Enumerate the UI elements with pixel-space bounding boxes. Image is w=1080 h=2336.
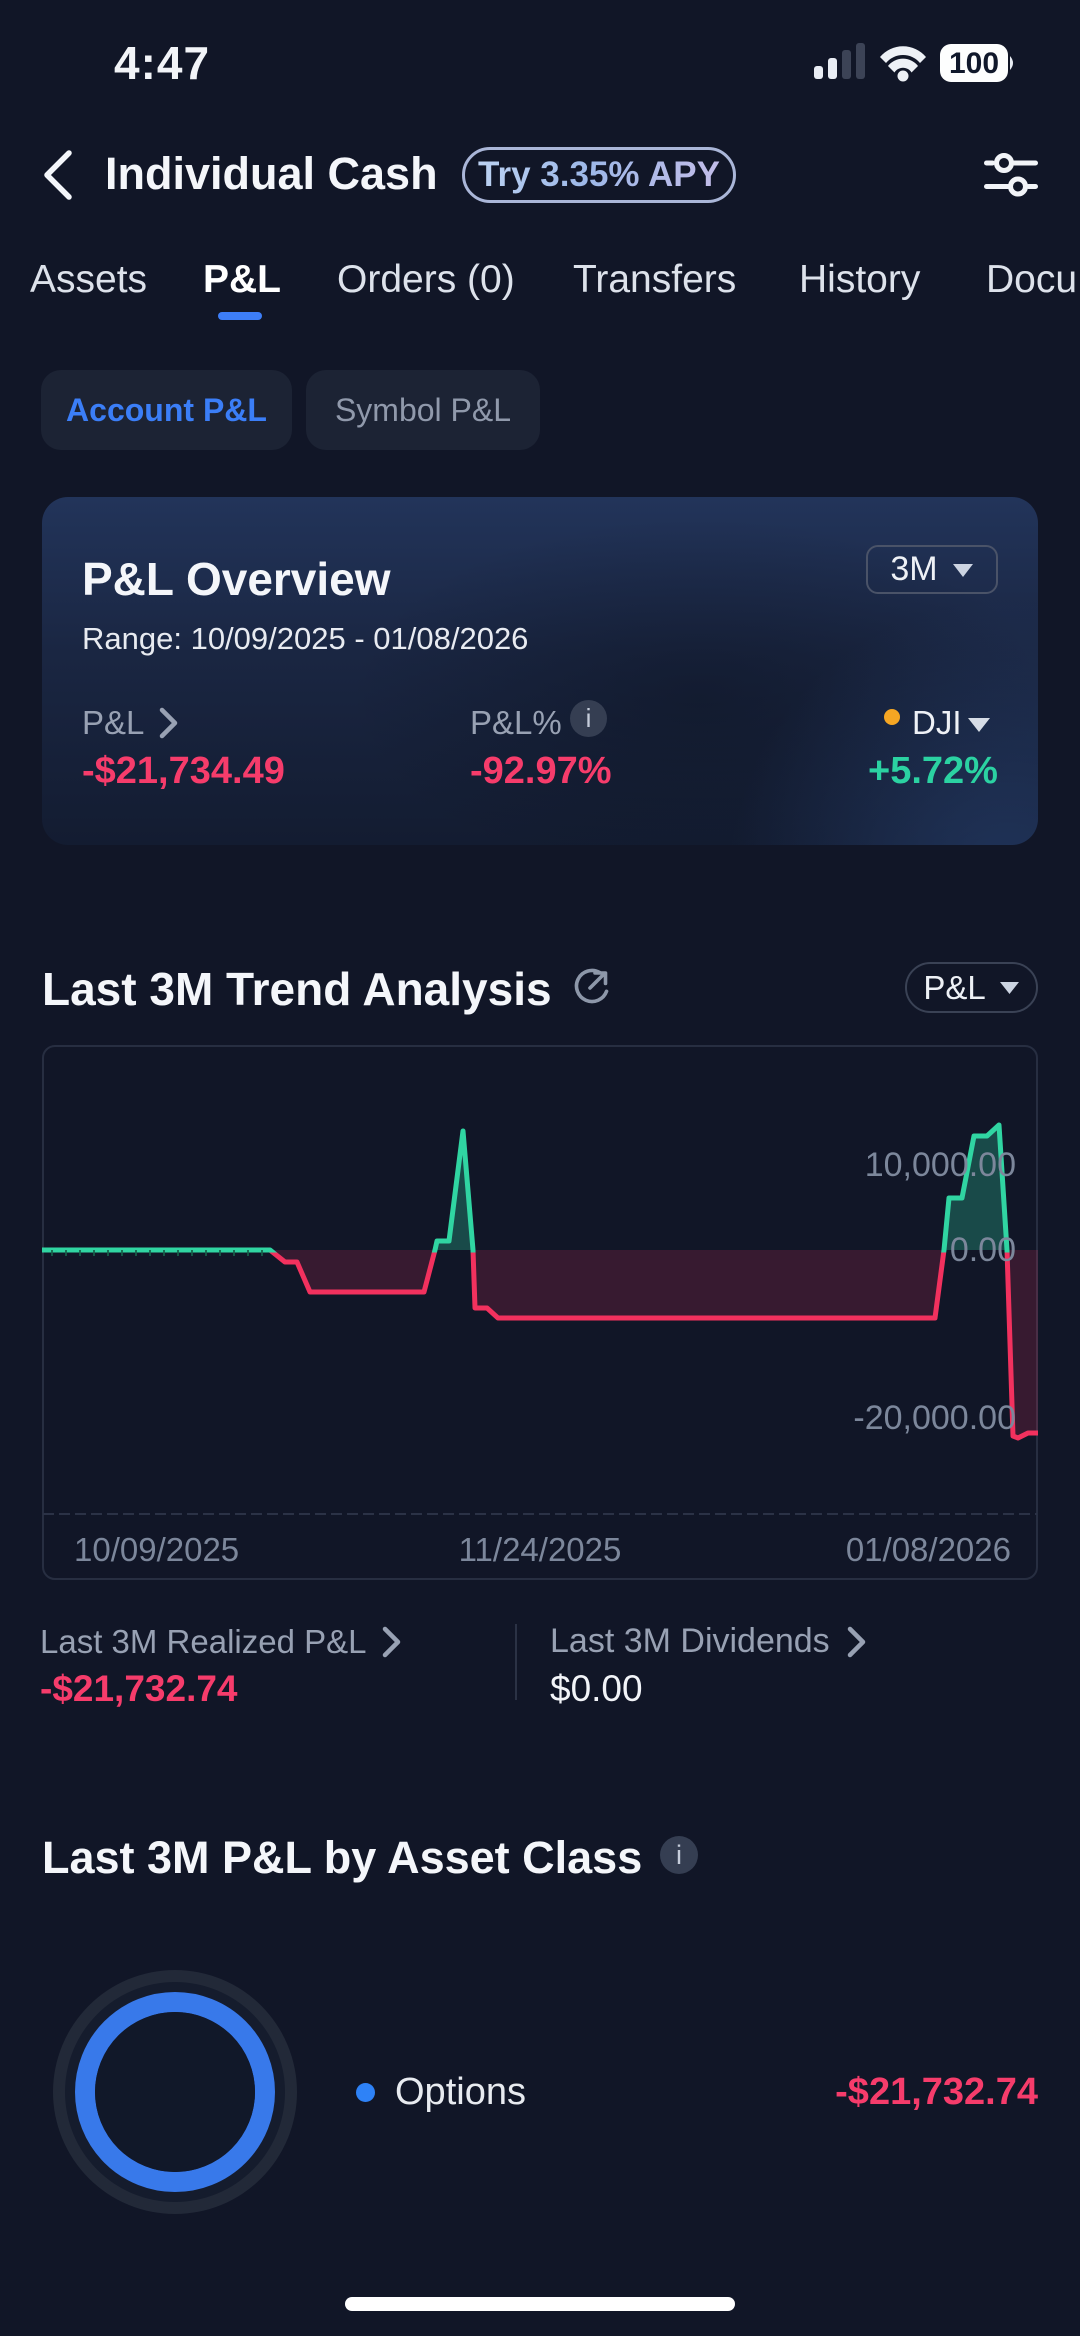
svg-text:100: 100: [949, 47, 999, 80]
svg-text:01/08/2026: 01/08/2026: [846, 1531, 1011, 1568]
svg-text:-20,000.00: -20,000.00: [853, 1399, 1016, 1437]
svg-text:10,000.00: 10,000.00: [865, 1146, 1016, 1184]
svg-text:10/09/2025: 10/09/2025: [74, 1531, 239, 1568]
svg-text:11/24/2025: 11/24/2025: [459, 1531, 622, 1568]
svg-text:0.00: 0.00: [950, 1231, 1016, 1269]
